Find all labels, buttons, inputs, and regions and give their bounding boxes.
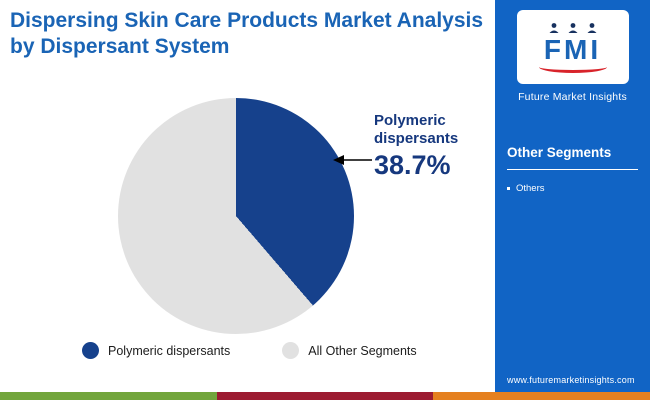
page-title: Dispersing Skin Care Products Market Ana… (10, 9, 484, 59)
legend-item: All Other Segments (282, 342, 417, 359)
bullet-icon (507, 187, 510, 190)
logo-swoosh (538, 65, 607, 73)
legend-swatch-polymeric (82, 342, 99, 359)
person-icon (568, 22, 577, 33)
list-item: Others (507, 183, 638, 194)
annotation-label: Polymeric dispersants (374, 112, 459, 147)
website-url: www.futuremarketinsights.com (507, 375, 635, 385)
section-title: Other Segments (507, 145, 612, 160)
pie-annotation: Polymeric dispersants 38.7% (374, 112, 486, 181)
logo-text: FMI (543, 33, 602, 65)
person-icon (549, 22, 558, 33)
section-divider (507, 169, 638, 170)
chart-legend: Polymeric dispersants All Other Segments (82, 342, 417, 359)
annotation-value: 38.7% (374, 150, 451, 180)
legend-label: Polymeric dispersants (108, 343, 231, 358)
stripe-segment-green (0, 392, 217, 400)
legend-item: Polymeric dispersants (82, 342, 230, 359)
stripe-segment-maroon (216, 392, 434, 400)
logo-icons (548, 22, 598, 34)
legend-swatch-others (282, 342, 300, 359)
stripe-segment-orange (433, 392, 650, 400)
pie-chart (118, 98, 354, 334)
list-item-label: Others (516, 183, 545, 194)
sidebar: FMI Future Market Insights Other Segment… (495, 0, 650, 392)
footer-stripe (0, 392, 650, 400)
person-icon (587, 22, 596, 33)
brand-name: Future Market Insights (518, 91, 627, 103)
annotation-arrow-icon (333, 155, 372, 165)
legend-label: All Other Segments (308, 343, 417, 358)
fmi-logo: FMI (516, 10, 629, 84)
other-segments-section: Other Segments Others (495, 145, 650, 194)
